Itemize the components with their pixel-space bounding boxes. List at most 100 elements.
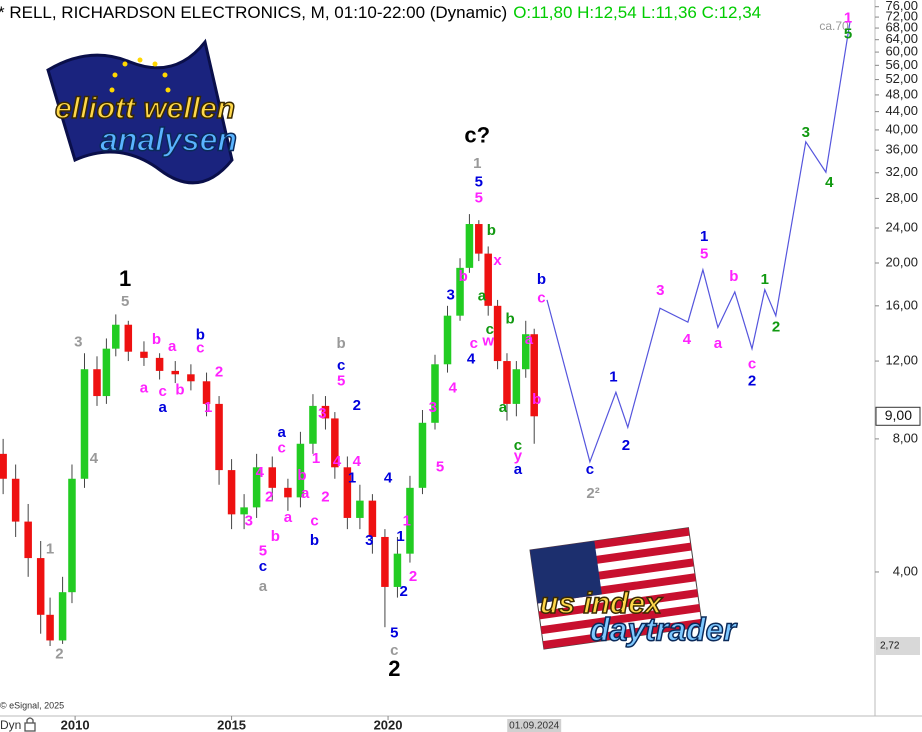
wave-label: a	[714, 335, 723, 352]
candle-body	[284, 487, 292, 498]
wave-label: c	[748, 355, 756, 372]
wave-label: a	[514, 461, 523, 478]
wave-label: 2	[353, 397, 361, 414]
us-flag	[529, 527, 703, 650]
candle-body	[24, 521, 32, 559]
y-tick-label: 20,00	[885, 254, 918, 269]
candle-body	[155, 357, 164, 371]
wave-label: 5	[121, 293, 129, 310]
candle-body	[368, 500, 377, 537]
candle-body	[356, 500, 364, 518]
y-tick-label: 28,00	[885, 190, 918, 205]
wave-label: 3	[446, 286, 454, 303]
y-tick-label: 16,00	[885, 297, 918, 312]
y-tick-label: 8,00	[893, 430, 918, 445]
wave-label: 3	[245, 513, 253, 530]
wave-label: 3	[429, 399, 437, 416]
wave-label: 3	[365, 532, 373, 549]
y-tick-label: 60,00	[885, 44, 918, 59]
y-tick-label: 48,00	[885, 86, 918, 101]
wave-label: c	[196, 340, 204, 357]
logo-text: us index	[540, 587, 663, 620]
candle-body	[11, 478, 20, 522]
ohlc-values: O:11,80 H:12,54 L:11,36 C:12,34	[513, 3, 761, 22]
wave-label: x	[493, 252, 502, 269]
candles	[0, 214, 538, 647]
candle-body	[46, 614, 54, 641]
wave-label: 1	[348, 470, 356, 487]
candle-body	[530, 334, 538, 417]
wave-label: 4	[333, 453, 342, 470]
eu-flag	[46, 38, 234, 185]
wave-label: c	[470, 335, 478, 352]
wave-label: 3	[802, 124, 810, 141]
wave-label: 5	[259, 542, 267, 559]
y-tick-label: 32,00	[885, 164, 918, 179]
candle-body	[343, 467, 352, 518]
wave-label: 5	[390, 625, 398, 642]
logo-text: elliott wellen	[55, 92, 235, 125]
wave-label: a	[478, 287, 487, 304]
candle-body	[296, 443, 305, 498]
candle-body	[68, 478, 76, 593]
candle-body	[456, 267, 464, 316]
y-tick-label: 56,00	[885, 57, 918, 72]
y-tick-label: 4,00	[893, 563, 918, 578]
wave-label: b	[271, 528, 280, 545]
candle-body	[36, 558, 45, 615]
candle-body	[80, 369, 89, 479]
date-marker-box	[507, 719, 562, 732]
wave-label: 2	[409, 568, 417, 585]
wave-label: 4	[384, 470, 393, 487]
wave-label: 2	[388, 656, 400, 681]
wave-label: 5	[337, 372, 345, 389]
us-logo: us index daytrader	[529, 527, 738, 650]
wave-label: 3	[656, 282, 664, 299]
candle-body	[321, 405, 330, 419]
price-marker-box	[875, 406, 921, 426]
wave-label: 2	[265, 488, 273, 505]
candle-body	[215, 403, 223, 471]
date-marker-label: 01.09.2024	[509, 721, 559, 732]
wave-label: 2	[321, 488, 329, 505]
wave-label: c	[277, 440, 285, 457]
candle-body	[140, 351, 148, 358]
wave-label: c	[537, 290, 545, 307]
logo-text: analysen	[100, 121, 237, 157]
wave-label: 1	[609, 369, 617, 386]
wave-label: 3	[74, 334, 82, 351]
candle-body	[112, 324, 120, 349]
wave-label: a	[140, 379, 149, 396]
candle-body	[0, 453, 7, 479]
candle-body	[268, 467, 277, 488]
wave-label: 5	[475, 174, 483, 191]
wave-label: c	[586, 461, 594, 478]
candle-body	[187, 374, 195, 382]
candle-body	[309, 405, 317, 444]
candle-body	[418, 422, 427, 488]
candle-body	[381, 536, 389, 587]
candle-body	[331, 418, 339, 468]
wave-label: 4	[467, 350, 476, 367]
wave-label: b	[537, 271, 546, 288]
wave-label: 2²	[586, 485, 599, 502]
wave-label: 1	[119, 266, 131, 291]
wave-label: b	[310, 532, 319, 549]
wave-label: c	[310, 513, 318, 530]
y-tick-label: 76,00	[885, 0, 918, 13]
candle-body	[465, 224, 474, 268]
candle-body	[475, 224, 483, 254]
wave-label: 1	[403, 513, 411, 530]
wave-label: c	[259, 558, 267, 575]
wave-label: 2	[622, 437, 630, 454]
wave-label: c	[337, 357, 345, 374]
candle-body	[484, 253, 492, 306]
wave-label: a	[277, 424, 286, 441]
candle-body	[252, 467, 261, 508]
candle-body	[202, 381, 211, 404]
candle-body	[512, 369, 521, 404]
wave-label: 1	[761, 271, 769, 288]
wave-label: 1	[204, 399, 212, 416]
wave-label: a	[259, 578, 268, 595]
candle-body	[503, 361, 511, 404]
